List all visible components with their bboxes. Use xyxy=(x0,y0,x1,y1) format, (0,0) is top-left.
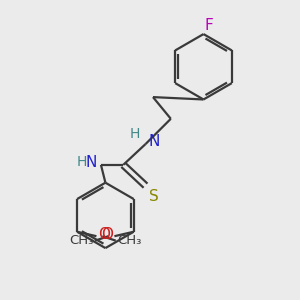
Text: O: O xyxy=(98,227,110,242)
Text: H: H xyxy=(130,127,140,141)
Text: N: N xyxy=(85,155,97,170)
Text: H: H xyxy=(76,155,87,170)
Text: CH₃: CH₃ xyxy=(69,234,94,247)
Text: N: N xyxy=(148,134,160,149)
Text: F: F xyxy=(205,18,214,33)
Text: CH₃: CH₃ xyxy=(117,234,142,247)
Text: O: O xyxy=(101,227,113,242)
Text: S: S xyxy=(149,189,159,204)
